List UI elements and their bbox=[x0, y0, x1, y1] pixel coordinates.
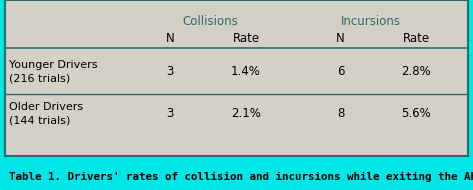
Text: 3: 3 bbox=[166, 65, 174, 78]
Text: Incursions: Incursions bbox=[342, 14, 401, 28]
Text: 2.1%: 2.1% bbox=[231, 107, 261, 120]
Text: N: N bbox=[336, 32, 345, 45]
Text: 3: 3 bbox=[166, 107, 174, 120]
Text: 5.6%: 5.6% bbox=[402, 107, 431, 120]
Text: 8: 8 bbox=[337, 107, 344, 120]
Text: 1.4%: 1.4% bbox=[231, 65, 261, 78]
Text: Younger Drivers
(216 trials): Younger Drivers (216 trials) bbox=[9, 60, 98, 83]
Text: 6: 6 bbox=[337, 65, 344, 78]
Text: Rate: Rate bbox=[403, 32, 430, 45]
Text: Table 1. Drivers' rates of collision and incursions while exiting the AHS.: Table 1. Drivers' rates of collision and… bbox=[9, 172, 473, 182]
Text: Collisions: Collisions bbox=[183, 14, 238, 28]
Text: N: N bbox=[166, 32, 175, 45]
Text: 2.8%: 2.8% bbox=[402, 65, 431, 78]
Text: Older Drivers
(144 trials): Older Drivers (144 trials) bbox=[9, 102, 84, 125]
Text: Rate: Rate bbox=[232, 32, 260, 45]
